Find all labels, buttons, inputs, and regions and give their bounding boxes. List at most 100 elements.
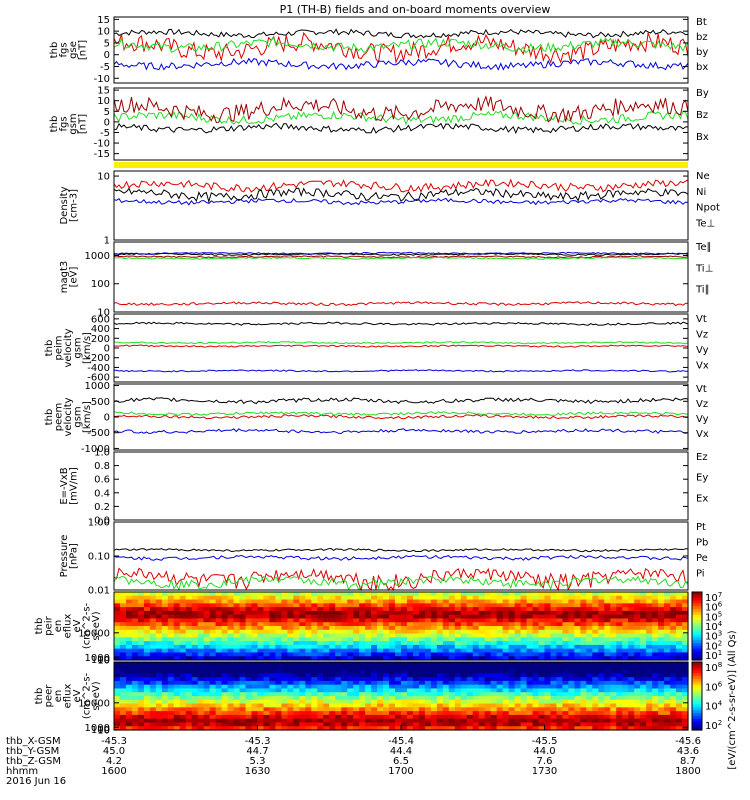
spectrogram-cell	[622, 692, 629, 697]
colorbar-frame	[691, 661, 703, 731]
spectrogram-cell	[532, 622, 540, 627]
spectrogram-cell	[496, 711, 504, 716]
spectrogram-cell	[514, 599, 522, 604]
spectrogram-cell	[610, 607, 617, 612]
spectrogram-cell	[430, 684, 438, 690]
spectrogram-cell	[460, 614, 468, 620]
spectrogram-cell	[365, 688, 372, 693]
spectrogram-cell	[383, 726, 390, 731]
spectrogram-cell	[412, 673, 420, 678]
spectrogram-cell	[251, 637, 259, 642]
spectrogram-cell	[658, 603, 665, 608]
spectrogram-cell	[179, 626, 187, 631]
spectrogram-cell	[269, 680, 277, 686]
spectrogram-cell	[586, 673, 593, 678]
spectrogram-cell	[197, 673, 205, 678]
spectrogram-cell	[634, 714, 641, 720]
spectrogram-cell	[227, 644, 235, 650]
spectrogram-cell	[227, 637, 235, 642]
spectrogram-cell	[586, 718, 593, 724]
spectrogram-cell	[412, 703, 420, 708]
spectrogram-cell	[574, 726, 581, 731]
spectrogram-cell	[424, 648, 432, 654]
spectrogram-cell	[478, 699, 486, 705]
panel-frame	[113, 241, 689, 313]
spectrogram-cell	[562, 696, 570, 701]
spectrogram-cell	[460, 662, 468, 667]
spectrogram-cell	[526, 637, 534, 642]
spectrogram-cell	[514, 610, 522, 616]
spectrogram-cell	[430, 696, 438, 701]
spectrogram-cell	[676, 599, 683, 604]
y-axis-label: sr-eV)	[91, 611, 102, 640]
spectrogram-cell	[646, 592, 653, 597]
spectrogram-cell	[454, 696, 462, 701]
spectrogram-cell	[418, 669, 426, 674]
spectrogram-cell	[209, 592, 217, 597]
spectrogram-cell	[299, 633, 306, 638]
spectrogram-cell	[532, 718, 540, 724]
spectrogram-cell	[114, 656, 121, 661]
spectrogram-cell	[418, 603, 426, 608]
spectrogram-cell	[658, 696, 665, 701]
spectrogram-cell	[514, 633, 522, 638]
spectrogram-cell	[592, 592, 599, 597]
spectrogram-cell	[371, 673, 378, 678]
spectrogram-cell	[401, 652, 408, 657]
spectrogram-cell	[628, 622, 635, 627]
spectrogram-cell	[311, 711, 318, 716]
spectrogram-cell	[281, 665, 288, 671]
spectrogram-cell	[442, 595, 450, 601]
spectrogram-cell	[610, 680, 617, 686]
spectrogram-cell	[209, 665, 217, 671]
spectrogram-cell	[628, 699, 635, 705]
spectrogram-cell	[173, 618, 181, 623]
spectrogram-cell	[598, 607, 605, 612]
spectrogram-cell	[592, 714, 599, 720]
spectrogram-cell	[628, 595, 635, 601]
legend-label: Ez	[696, 452, 708, 463]
spectrogram-cell	[484, 673, 492, 678]
spectrogram-cell	[233, 592, 241, 597]
spectrogram-cell	[149, 703, 157, 708]
spectrogram-cell	[293, 673, 300, 678]
x-row-label: thb_Y-GSM	[6, 746, 59, 757]
spectrogram-cell	[173, 652, 181, 657]
spectrogram-cell	[676, 662, 683, 667]
spectrogram-cell	[430, 603, 438, 608]
spectrogram-cell	[197, 599, 205, 604]
spectrogram-cell	[299, 622, 306, 627]
spectrogram-cell	[155, 629, 163, 635]
spectrogram-cell	[508, 680, 516, 686]
spectrogram-cell	[526, 633, 534, 638]
spectrogram-cell	[239, 633, 247, 638]
spectrogram-cell	[502, 641, 510, 646]
spectrogram-cell	[245, 696, 253, 701]
spectrogram-cell	[430, 677, 438, 682]
spectrogram-cell	[682, 633, 689, 638]
spectrogram-cell	[676, 614, 683, 620]
spectrogram-cell	[335, 637, 342, 642]
spectrogram-cell	[143, 648, 151, 654]
spectrogram-cell	[305, 633, 312, 638]
spectrogram-cell	[215, 652, 223, 657]
spectrogram-cell	[143, 703, 151, 708]
spectrogram-cell	[143, 669, 151, 674]
spectrogram-cell	[526, 622, 534, 627]
spectrogram-cell	[185, 618, 193, 623]
spectrogram-cell	[532, 618, 540, 623]
spectrogram-cell	[658, 614, 665, 620]
spectrogram-cell	[114, 703, 121, 708]
spectrogram-cell	[203, 703, 211, 708]
spectrogram-cell	[221, 637, 229, 642]
spectrogram-cell	[377, 595, 384, 601]
spectrogram-cell	[538, 711, 546, 716]
spectrogram-cell	[293, 618, 300, 623]
spectrogram-cell	[514, 692, 522, 697]
spectrogram-cell	[197, 626, 205, 631]
spectrogram-cell	[556, 648, 564, 654]
spectrogram-cell	[574, 656, 581, 661]
spectrogram-cell	[652, 669, 659, 674]
spectrogram-cell	[610, 656, 617, 661]
spectrogram-cell	[179, 618, 187, 623]
